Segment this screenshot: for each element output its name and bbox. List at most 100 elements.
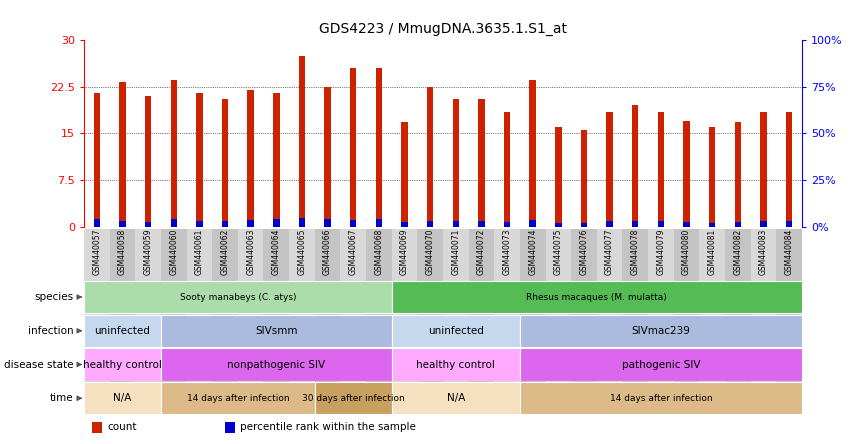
Bar — [171, 80, 177, 227]
Bar — [555, 127, 561, 227]
Bar — [171, 219, 177, 227]
Bar — [785, 111, 792, 227]
Text: 30 days after infection: 30 days after infection — [302, 394, 404, 403]
Bar — [401, 222, 408, 227]
Bar — [546, 229, 572, 410]
Text: uninfected: uninfected — [94, 326, 151, 336]
Bar — [606, 221, 613, 227]
Bar — [657, 111, 664, 227]
Text: count: count — [107, 422, 137, 432]
Bar — [161, 382, 314, 414]
Bar — [478, 221, 485, 227]
Title: GDS4223 / MmugDNA.3635.1.S1_at: GDS4223 / MmugDNA.3635.1.S1_at — [319, 22, 567, 36]
Bar — [453, 221, 459, 227]
Bar — [376, 68, 382, 227]
Text: time: time — [50, 393, 74, 403]
Bar — [145, 222, 152, 227]
Bar — [504, 111, 510, 227]
Bar — [84, 281, 391, 313]
Bar — [555, 222, 561, 227]
Bar — [606, 111, 613, 227]
Bar — [683, 222, 689, 227]
Bar — [632, 221, 638, 227]
Bar — [391, 229, 417, 410]
Bar — [350, 68, 357, 227]
Bar — [520, 382, 802, 414]
Bar — [709, 222, 715, 227]
Bar — [776, 229, 802, 410]
Bar — [734, 122, 741, 227]
Bar — [391, 315, 520, 347]
Bar — [212, 229, 238, 410]
Bar — [238, 229, 263, 410]
Bar — [478, 99, 485, 227]
Bar — [709, 127, 715, 227]
Text: 14 days after infection: 14 days after infection — [610, 394, 712, 403]
Bar — [120, 82, 126, 227]
Text: disease state: disease state — [4, 360, 74, 369]
Bar — [273, 93, 280, 227]
Text: SIVmac239: SIVmac239 — [631, 326, 690, 336]
Bar — [520, 229, 546, 410]
Bar — [520, 349, 802, 381]
Bar — [504, 222, 510, 227]
Bar — [417, 229, 443, 410]
Bar — [350, 220, 357, 227]
Bar — [683, 121, 689, 227]
Bar — [366, 229, 391, 410]
Bar — [92, 423, 102, 433]
Bar — [700, 229, 725, 410]
Bar — [597, 229, 623, 410]
Bar — [427, 87, 433, 227]
Bar — [222, 99, 229, 227]
Bar — [623, 229, 648, 410]
Bar — [161, 229, 186, 410]
Bar — [529, 80, 536, 227]
Bar — [186, 229, 212, 410]
Bar — [657, 221, 664, 227]
Bar — [94, 93, 100, 227]
Bar — [391, 281, 802, 313]
Bar — [469, 229, 494, 410]
Bar — [443, 229, 469, 410]
Text: infection: infection — [28, 326, 74, 336]
Bar — [248, 220, 254, 227]
Text: N/A: N/A — [447, 393, 465, 403]
Text: SIVsmm: SIVsmm — [255, 326, 298, 336]
Bar — [94, 219, 100, 227]
Text: 14 days after infection: 14 days after infection — [186, 394, 289, 403]
Bar — [299, 56, 305, 227]
Bar — [325, 87, 331, 227]
Bar — [725, 229, 751, 410]
Text: healthy control: healthy control — [83, 360, 162, 369]
Bar — [581, 130, 587, 227]
Bar — [401, 122, 408, 227]
Text: healthy control: healthy control — [417, 360, 495, 369]
Bar — [84, 349, 161, 381]
Bar — [391, 349, 520, 381]
Bar — [314, 382, 391, 414]
Bar — [453, 99, 459, 227]
Bar — [734, 222, 741, 227]
Bar — [520, 315, 802, 347]
Bar — [225, 423, 236, 433]
Bar — [632, 105, 638, 227]
Bar — [581, 222, 587, 227]
Bar — [648, 229, 674, 410]
Bar — [263, 229, 289, 410]
Text: percentile rank within the sample: percentile rank within the sample — [241, 422, 417, 432]
Bar — [529, 220, 536, 227]
Bar — [494, 229, 520, 410]
Bar — [135, 229, 161, 410]
Bar — [197, 93, 203, 227]
Text: nonpathogenic SIV: nonpathogenic SIV — [227, 360, 326, 369]
Bar — [289, 229, 314, 410]
Text: Rhesus macaques (M. mulatta): Rhesus macaques (M. mulatta) — [527, 293, 667, 301]
Bar — [84, 315, 161, 347]
Bar — [674, 229, 700, 410]
Bar — [572, 229, 597, 410]
Bar — [299, 218, 305, 227]
Bar — [84, 229, 110, 410]
Text: uninfected: uninfected — [428, 326, 484, 336]
Bar — [120, 221, 126, 227]
